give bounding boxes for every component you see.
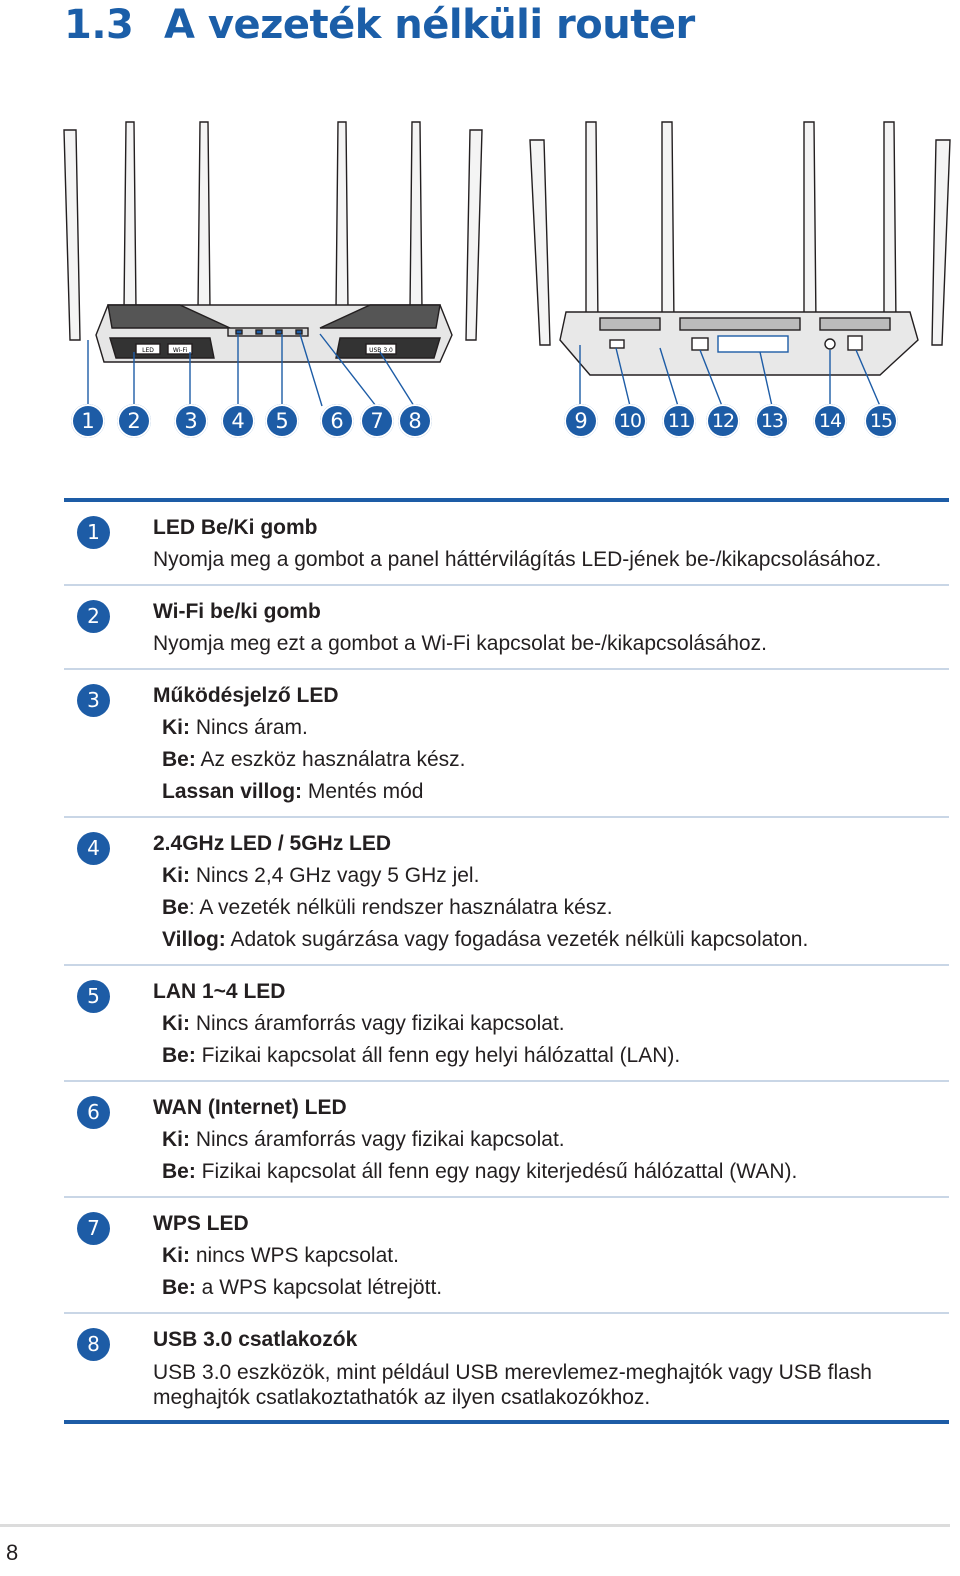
row-badge: 8 — [77, 1328, 110, 1361]
line-text: Fizikai kapcsolat áll fenn egy helyi hál… — [195, 1044, 681, 1067]
callout-badge: 1 — [71, 404, 105, 438]
row-line: Ki: Nincs áramforrás vagy fizikai kapcso… — [153, 1008, 949, 1040]
router-panel-label: USB 3.0 — [369, 347, 393, 354]
row-title: WAN (Internet) LED — [153, 1096, 347, 1119]
line-text: nincs WPS kapcsolat. — [190, 1244, 399, 1267]
line-text: Az eszköz használatra kész. — [195, 748, 466, 771]
line-label: Be: — [162, 748, 196, 771]
line-label: Be: — [162, 1160, 196, 1183]
row-line: Be: a WPS kapcsolat létrejött. — [153, 1272, 949, 1304]
line-text: Adatok sugárzása vagy fogadása vezeték n… — [225, 928, 809, 951]
table-top-rule — [64, 498, 949, 502]
table-row: 1 LED Be/Ki gomb Nyomja meg a gombot a p… — [64, 502, 949, 586]
table-row: 3 Működésjelző LED Ki: Nincs áram. Be: A… — [64, 670, 949, 818]
line-label: Ki: — [162, 864, 190, 887]
row-line: Lassan villog: Mentés mód — [153, 776, 949, 808]
row-title: 2.4GHz LED / 5GHz LED — [153, 832, 392, 855]
page-number: 8 — [6, 1540, 19, 1565]
router-illustration: LED Wi-Fi USB 3.0 1 2 3 4 5 6 7 8 9 10 11 … — [0, 100, 960, 450]
row-title: LAN 1~4 LED — [153, 980, 286, 1003]
line-label: Ki: — [162, 1128, 190, 1151]
row-line: Ki: nincs WPS kapcsolat. — [153, 1240, 949, 1272]
callout-badge: 14 — [813, 404, 847, 438]
callout-badge: 11 — [662, 404, 696, 438]
line-text: Mentés mód — [302, 780, 424, 803]
table-row: 4 2.4GHz LED / 5GHz LED Ki: Nincs 2,4 GH… — [64, 818, 949, 966]
callout-badge: 5 — [265, 404, 299, 438]
row-badge: 7 — [77, 1212, 110, 1245]
row-line: Villog: Adatok sugárzása vagy fogadása v… — [153, 924, 949, 956]
line-text: : A vezeték nélküli rendszer használatra… — [188, 896, 613, 919]
row-badge: 4 — [77, 832, 110, 865]
line-text: Fizikai kapcsolat áll fenn egy nagy kite… — [195, 1160, 798, 1183]
row-line: Be: Fizikai kapcsolat áll fenn egy nagy … — [153, 1156, 949, 1188]
row-description: USB 3.0 eszközök, mint például USB merev… — [153, 1361, 872, 1409]
table-row: 5 LAN 1~4 LED Ki: Nincs áramforrás vagy … — [64, 966, 949, 1082]
section-title: A vezeték nélküli router — [164, 2, 695, 48]
row-badge: 3 — [77, 684, 110, 717]
line-text: a WPS kapcsolat létrejött. — [195, 1276, 443, 1299]
line-label: Ki: — [162, 1012, 190, 1035]
line-text: Nincs áram. — [190, 716, 308, 739]
line-label: Villog: — [162, 928, 226, 951]
row-line: Be: Az eszköz használatra kész. — [153, 744, 949, 776]
router-panel-label: LED — [142, 347, 154, 354]
footer-rule — [0, 1524, 950, 1527]
line-label: Ki: — [162, 716, 190, 739]
router-panel-label: Wi-Fi — [173, 347, 188, 354]
callout-badge: 2 — [117, 404, 151, 438]
row-line: Be: A vezeték nélküli rendszer használat… — [153, 892, 949, 924]
line-text: Nincs áramforrás vagy fizikai kapcsolat. — [190, 1012, 565, 1035]
row-badge: 5 — [77, 980, 110, 1013]
row-title: USB 3.0 csatlakozók — [153, 1328, 358, 1351]
line-label: Be: — [162, 1044, 196, 1067]
row-line: Ki: Nincs 2,4 GHz vagy 5 GHz jel. — [153, 860, 949, 892]
callout-badge: 6 — [320, 404, 354, 438]
row-line: Ki: Nincs áramforrás vagy fizikai kapcso… — [153, 1124, 949, 1156]
feature-table: 1 LED Be/Ki gomb Nyomja meg a gombot a p… — [64, 498, 949, 1424]
row-description: Nyomja meg a gombot a panel háttérvilágí… — [153, 548, 882, 571]
line-label: Be — [162, 896, 189, 919]
callout-badge: 7 — [360, 404, 394, 438]
page-title: 1.3 A vezeték nélküli router — [64, 0, 695, 50]
callout-badge: 4 — [221, 404, 255, 438]
callout-badge: 8 — [398, 404, 432, 438]
line-label: Be: — [162, 1276, 196, 1299]
row-title: Működésjelző LED — [153, 684, 339, 707]
callout-badge: 9 — [564, 404, 598, 438]
line-text: Nincs áramforrás vagy fizikai kapcsolat. — [190, 1128, 565, 1151]
router-drawing: LED Wi-Fi USB 3.0 — [63, 121, 951, 407]
line-label: Ki: — [162, 1244, 190, 1267]
table-row: 6 WAN (Internet) LED Ki: Nincs áramforrá… — [64, 1082, 949, 1198]
row-line: Ki: Nincs áram. — [153, 712, 949, 744]
row-line: Be: Fizikai kapcsolat áll fenn egy helyi… — [153, 1040, 949, 1072]
row-description: Nyomja meg ezt a gombot a Wi-Fi kapcsola… — [153, 632, 767, 655]
callout-badge: 13 — [755, 404, 789, 438]
row-title: WPS LED — [153, 1212, 249, 1235]
table-row: 7 WPS LED Ki: nincs WPS kapcsolat. Be: a… — [64, 1198, 949, 1314]
row-badge: 2 — [77, 600, 110, 633]
row-title: Wi-Fi be/ki gomb — [153, 600, 321, 623]
callout-badge: 12 — [706, 404, 740, 438]
table-row: 8 USB 3.0 csatlakozók USB 3.0 eszközök, … — [64, 1314, 949, 1424]
row-title: LED Be/Ki gomb — [153, 516, 318, 539]
line-text: Nincs 2,4 GHz vagy 5 GHz jel. — [190, 864, 480, 887]
line-label: Lassan villog: — [162, 780, 303, 803]
callout-badge: 3 — [174, 404, 208, 438]
table-row: 2 Wi-Fi be/ki gomb Nyomja meg ezt a gomb… — [64, 586, 949, 670]
section-number: 1.3 — [64, 2, 134, 48]
callout-badge: 15 — [864, 404, 898, 438]
row-badge: 6 — [77, 1096, 110, 1129]
row-badge: 1 — [77, 516, 110, 549]
callout-badge: 10 — [613, 404, 647, 438]
